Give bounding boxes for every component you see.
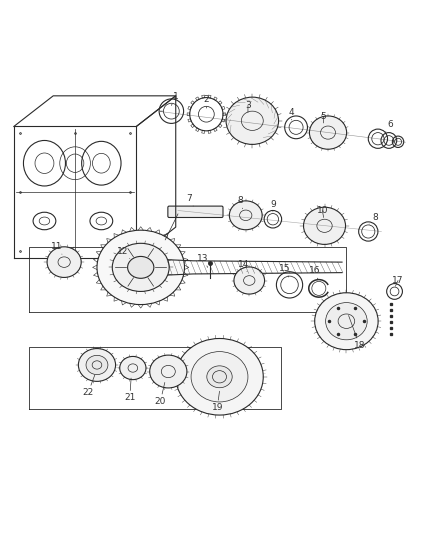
- Text: 9: 9: [269, 200, 275, 212]
- Text: 10: 10: [316, 206, 327, 217]
- Ellipse shape: [229, 201, 261, 230]
- Ellipse shape: [47, 247, 81, 278]
- Text: 5: 5: [320, 112, 326, 123]
- Ellipse shape: [206, 366, 232, 387]
- Text: 12: 12: [117, 247, 130, 259]
- Text: 4: 4: [288, 108, 294, 120]
- Ellipse shape: [233, 267, 264, 294]
- Ellipse shape: [314, 293, 377, 350]
- Text: 8: 8: [237, 196, 243, 209]
- Ellipse shape: [191, 352, 247, 402]
- Ellipse shape: [120, 357, 146, 379]
- Ellipse shape: [97, 230, 184, 304]
- Text: 15: 15: [278, 264, 290, 277]
- Ellipse shape: [149, 355, 187, 388]
- Ellipse shape: [127, 256, 153, 278]
- Ellipse shape: [226, 97, 278, 144]
- Ellipse shape: [309, 116, 346, 149]
- Text: 7: 7: [186, 194, 193, 206]
- Text: 8: 8: [368, 213, 377, 224]
- Text: 19: 19: [211, 391, 223, 412]
- Text: 20: 20: [154, 383, 166, 406]
- Text: 22: 22: [82, 375, 95, 397]
- Text: 1: 1: [171, 92, 178, 106]
- Text: 16: 16: [308, 266, 320, 280]
- Text: 11: 11: [51, 243, 62, 254]
- Text: 3: 3: [244, 101, 250, 112]
- Text: 2: 2: [203, 95, 209, 108]
- FancyBboxPatch shape: [167, 206, 223, 217]
- Text: 6: 6: [385, 120, 392, 132]
- Ellipse shape: [112, 243, 169, 292]
- Text: 13: 13: [197, 254, 208, 268]
- Text: 18: 18: [348, 316, 364, 350]
- Ellipse shape: [86, 356, 108, 375]
- Text: 21: 21: [124, 378, 135, 402]
- Ellipse shape: [325, 303, 366, 340]
- Text: 14: 14: [237, 260, 249, 272]
- Ellipse shape: [78, 349, 115, 382]
- Ellipse shape: [175, 338, 263, 415]
- Ellipse shape: [303, 207, 345, 245]
- Text: 17: 17: [392, 276, 403, 286]
